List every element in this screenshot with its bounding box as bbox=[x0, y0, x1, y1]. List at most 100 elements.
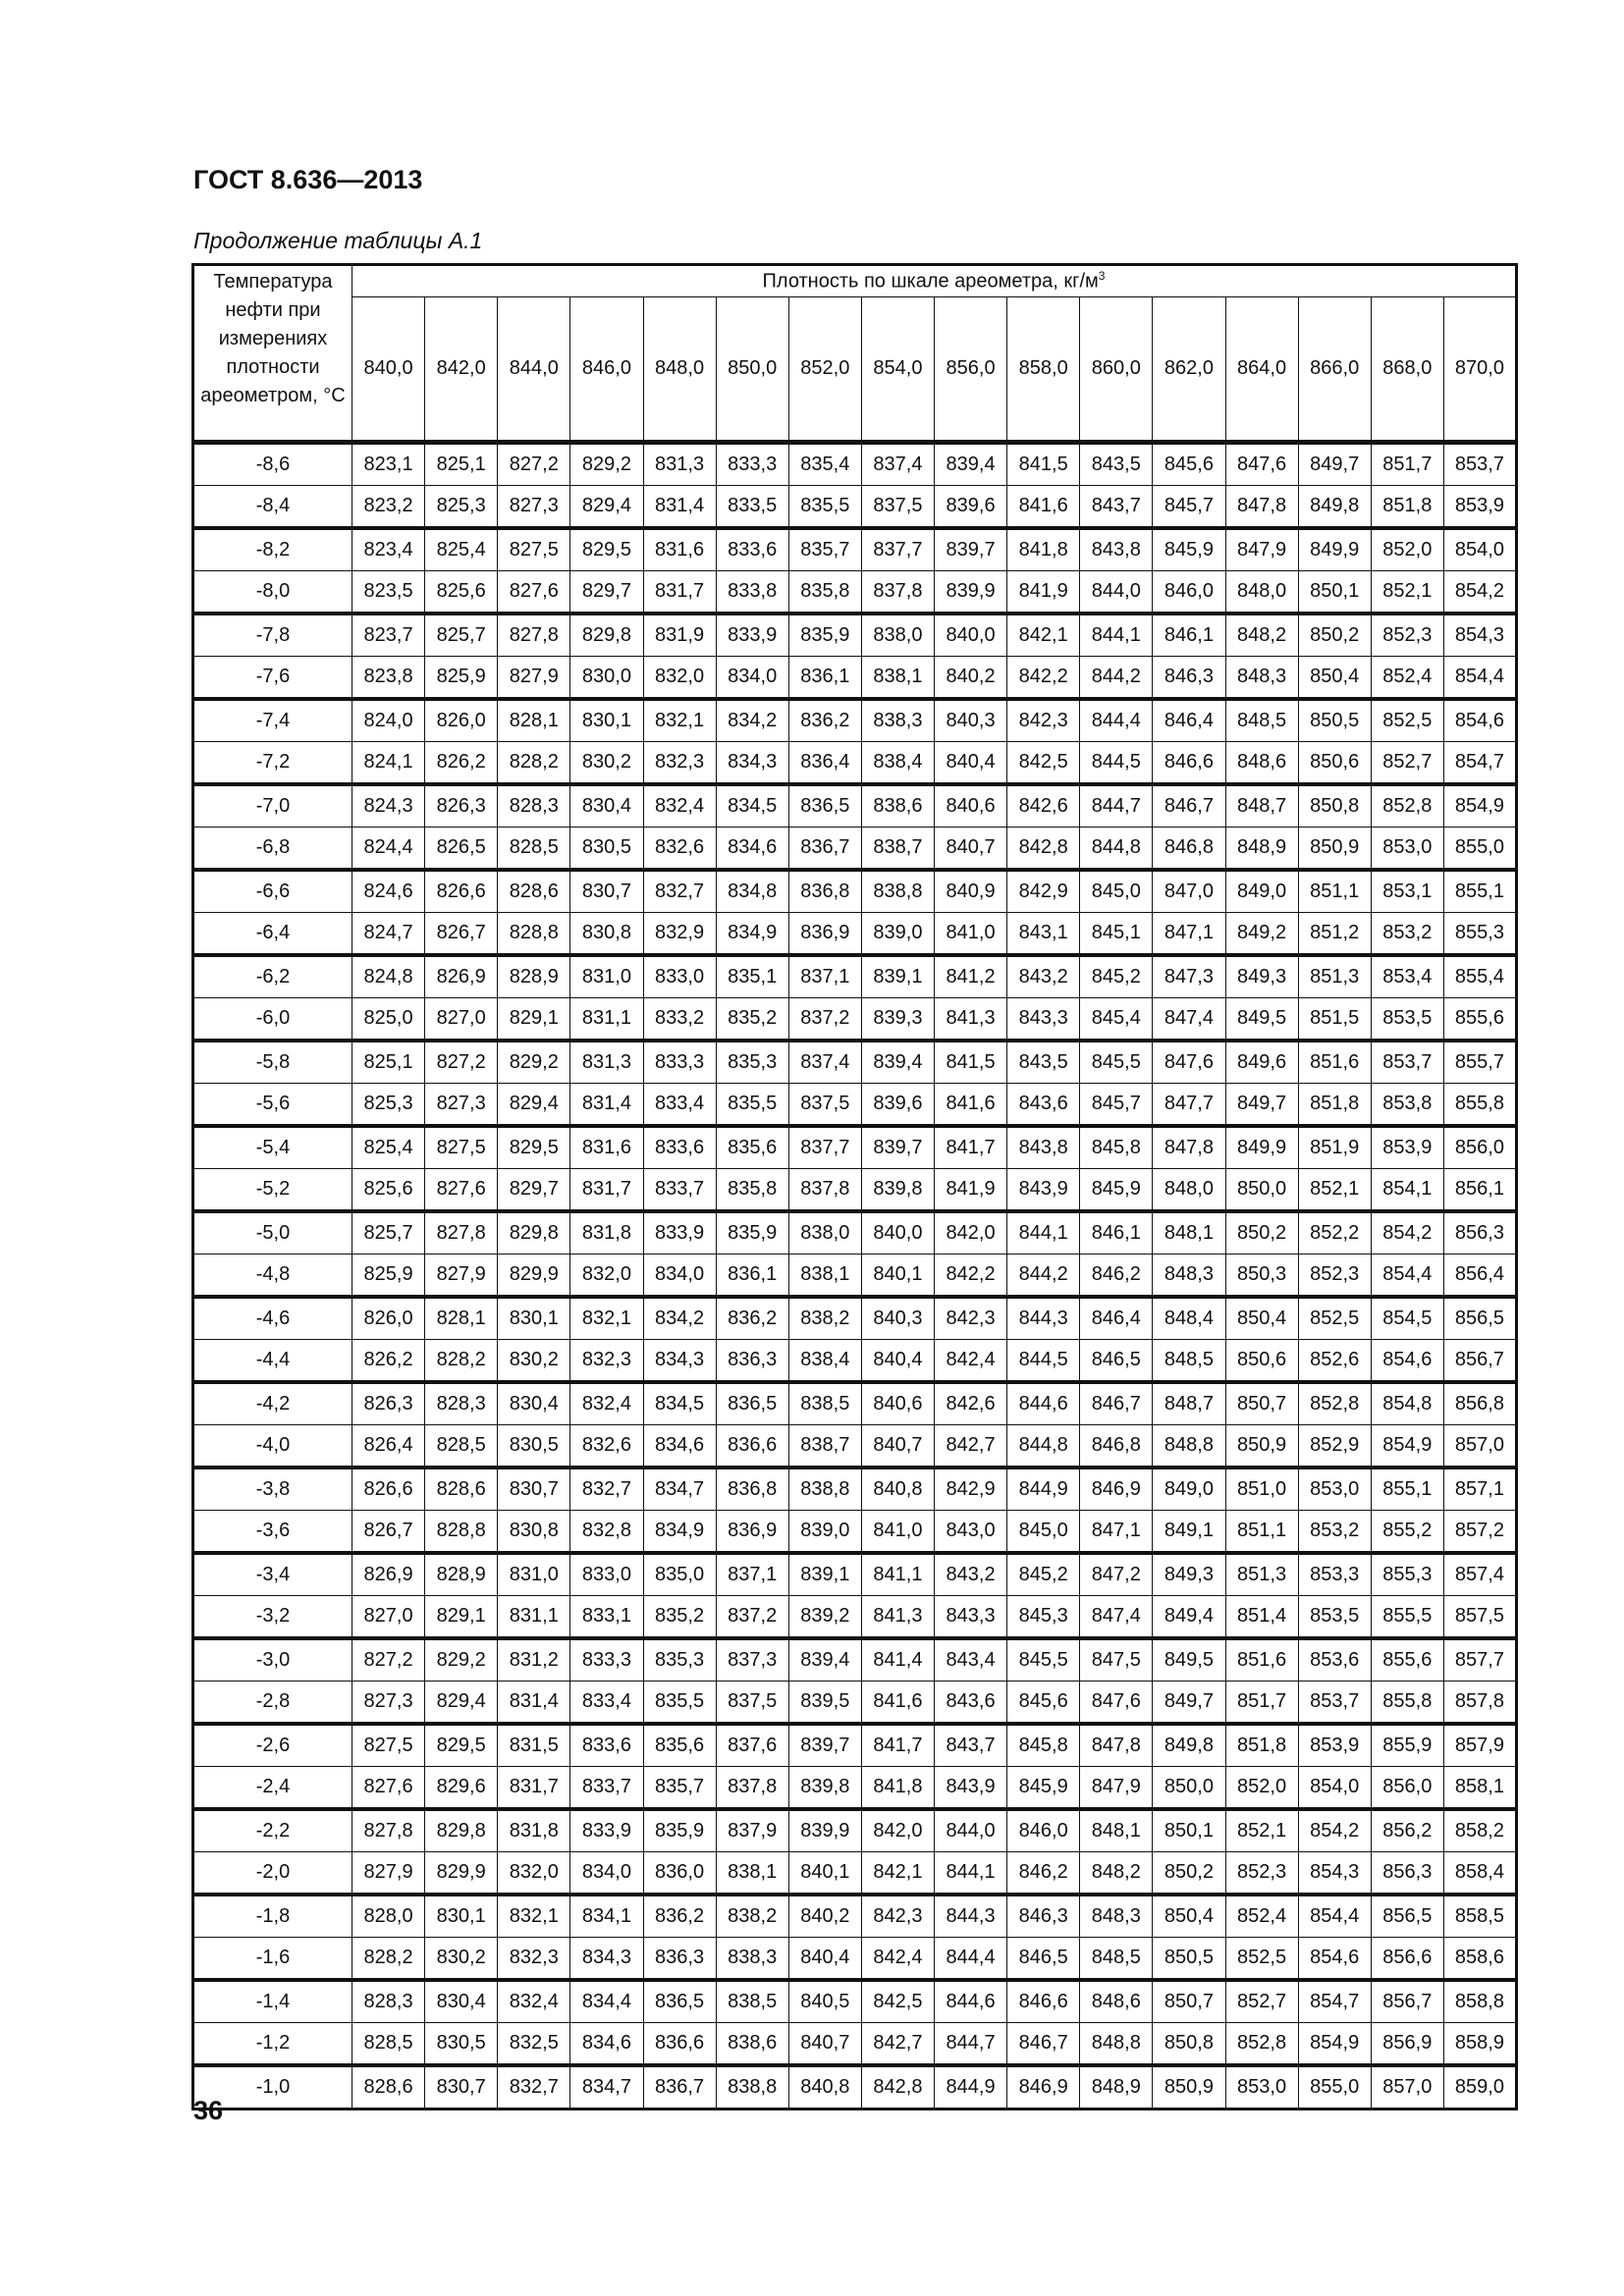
density-cell: 828,1 bbox=[497, 698, 571, 742]
density-cell: 826,9 bbox=[424, 954, 499, 998]
density-cell: 852,3 bbox=[1370, 613, 1444, 657]
density-cell: 828,2 bbox=[351, 1937, 426, 1982]
temperature-cell: -1,4 bbox=[192, 1979, 352, 2023]
density-cell: 856,1 bbox=[1442, 1168, 1518, 1213]
density-cell: 857,9 bbox=[1442, 1723, 1518, 1767]
temperature-cell: -5,6 bbox=[192, 1083, 352, 1128]
density-cell: 856,9 bbox=[1370, 2022, 1444, 2067]
density-cell: 827,0 bbox=[424, 997, 499, 1042]
density-cell: 844,2 bbox=[1079, 656, 1154, 701]
density-cell: 831,4 bbox=[569, 1083, 644, 1128]
density-cell: 843,8 bbox=[1079, 527, 1154, 571]
density-cell: 838,4 bbox=[860, 741, 936, 786]
density-cell: 830,4 bbox=[497, 1381, 571, 1425]
density-cell: 836,2 bbox=[715, 1296, 789, 1340]
density-cell: 839,8 bbox=[860, 1168, 936, 1213]
density-cell: 845,9 bbox=[1152, 527, 1226, 571]
density-cell: 854,9 bbox=[1442, 783, 1518, 828]
density-cell: 834,0 bbox=[715, 656, 789, 701]
density-cell: 829,9 bbox=[497, 1254, 571, 1299]
density-column-header: 866,0 bbox=[1297, 296, 1372, 445]
density-cell: 839,2 bbox=[787, 1595, 862, 1640]
density-cell: 849,9 bbox=[1297, 527, 1372, 571]
density-cell: 825,1 bbox=[351, 1040, 426, 1084]
density-cell: 848,4 bbox=[1152, 1296, 1226, 1340]
density-cell: 850,6 bbox=[1297, 741, 1372, 786]
density-cell: 838,3 bbox=[715, 1937, 789, 1982]
density-cell: 829,4 bbox=[569, 485, 644, 530]
density-cell: 828,2 bbox=[424, 1339, 499, 1384]
density-cell: 852,5 bbox=[1370, 698, 1444, 742]
density-cell: 839,8 bbox=[787, 1766, 862, 1811]
density-cell: 853,7 bbox=[1370, 1040, 1444, 1084]
density-cell: 838,3 bbox=[860, 698, 936, 742]
density-cell: 829,6 bbox=[424, 1766, 499, 1811]
density-cell: 836,9 bbox=[787, 912, 862, 957]
table-caption: Продолжение таблицы А.1 bbox=[193, 228, 483, 253]
table-row: -6,2 824,8 826,9 828,9 831,0 833,0 835,1 837,1 8… bbox=[192, 954, 1518, 998]
density-cell: 848,0 bbox=[1224, 570, 1299, 615]
density-cell: 840,7 bbox=[860, 1424, 936, 1469]
density-cell: 837,9 bbox=[715, 1808, 789, 1852]
density-cell: 837,8 bbox=[860, 570, 936, 615]
density-cell: 848,1 bbox=[1079, 1808, 1154, 1852]
density-cell: 825,9 bbox=[424, 656, 499, 701]
density-cell: 828,8 bbox=[424, 1510, 499, 1555]
density-cell: 853,0 bbox=[1297, 1467, 1372, 1511]
density-cell: 835,7 bbox=[787, 527, 862, 571]
density-cell: 839,6 bbox=[933, 485, 1008, 530]
density-cell: 846,5 bbox=[1006, 1937, 1081, 1982]
density-cell: 854,2 bbox=[1370, 1210, 1444, 1255]
temperature-cell: -5,0 bbox=[192, 1210, 352, 1255]
density-cell: 827,2 bbox=[497, 442, 571, 486]
density-cell: 840,4 bbox=[933, 741, 1008, 786]
density-cell: 833,3 bbox=[642, 1040, 717, 1084]
table-row: -3,2 827,0 829,1 831,1 833,1 835,2 837,2 839,2 8… bbox=[192, 1595, 1518, 1640]
density-cell: 854,8 bbox=[1370, 1381, 1444, 1425]
density-cell: 847,9 bbox=[1079, 1766, 1154, 1811]
density-cell: 831,8 bbox=[497, 1808, 571, 1852]
density-cell: 827,9 bbox=[351, 1851, 426, 1896]
density-cell: 845,7 bbox=[1079, 1083, 1154, 1128]
density-cell: 832,7 bbox=[642, 869, 717, 913]
density-cell: 827,5 bbox=[424, 1125, 499, 1169]
density-cell: 832,0 bbox=[569, 1254, 644, 1299]
density-cell: 845,2 bbox=[1079, 954, 1154, 998]
density-cell: 829,1 bbox=[497, 997, 571, 1042]
temperature-cell: -7,6 bbox=[192, 656, 352, 701]
density-cell: 850,4 bbox=[1224, 1296, 1299, 1340]
density-cell: 835,2 bbox=[642, 1595, 717, 1640]
density-cell: 831,3 bbox=[569, 1040, 644, 1084]
table-row: -3,0 827,2 829,2 831,2 833,3 835,3 837,3 839,4 8… bbox=[192, 1637, 1518, 1682]
density-cell: 851,9 bbox=[1297, 1125, 1372, 1169]
table-row: -1,8 828,0 830,1 832,1 834,1 836,2 838,2 840,2 8… bbox=[192, 1894, 1518, 1938]
density-cell: 852,2 bbox=[1297, 1210, 1372, 1255]
density-cell: 828,3 bbox=[497, 783, 571, 828]
density-cell: 838,8 bbox=[787, 1467, 862, 1511]
density-cell: 827,2 bbox=[424, 1040, 499, 1084]
density-cell: 846,0 bbox=[1006, 1808, 1081, 1852]
density-cell: 846,7 bbox=[1006, 2022, 1081, 2067]
density-cell: 828,8 bbox=[497, 912, 571, 957]
density-cell: 843,2 bbox=[933, 1552, 1008, 1596]
density-cell: 840,2 bbox=[787, 1894, 862, 1938]
density-cell: 837,7 bbox=[787, 1125, 862, 1169]
table-row: -2,6 827,5 829,5 831,5 833,6 835,6 837,6 839,7 8… bbox=[192, 1723, 1518, 1767]
density-cell: 832,3 bbox=[569, 1339, 644, 1384]
density-cell: 823,8 bbox=[351, 656, 426, 701]
density-cell: 840,3 bbox=[933, 698, 1008, 742]
density-cell: 847,8 bbox=[1079, 1723, 1154, 1767]
density-cell: 824,1 bbox=[351, 741, 426, 786]
table-row: -7,8 823,7 825,7 827,8 829,8 831,9 833,9 835,9 8… bbox=[192, 613, 1518, 657]
density-cell: 841,6 bbox=[1006, 485, 1081, 530]
density-cell: 848,3 bbox=[1224, 656, 1299, 701]
density-cell: 833,8 bbox=[715, 570, 789, 615]
density-cell: 836,3 bbox=[642, 1937, 717, 1982]
density-cell: 842,4 bbox=[860, 1937, 936, 1982]
density-cell: 826,9 bbox=[351, 1552, 426, 1596]
temperature-cell: -4,4 bbox=[192, 1339, 352, 1384]
density-cell: 825,4 bbox=[424, 527, 499, 571]
density-cell: 829,2 bbox=[497, 1040, 571, 1084]
density-cell: 841,5 bbox=[933, 1040, 1008, 1084]
density-cell: 828,6 bbox=[497, 869, 571, 913]
